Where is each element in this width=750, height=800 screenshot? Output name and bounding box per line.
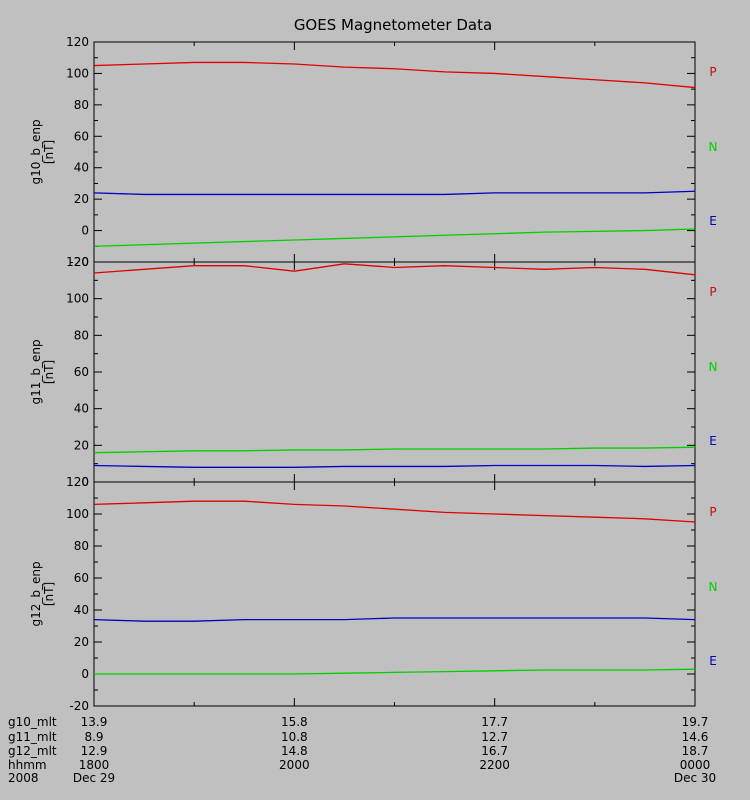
panel-1: -20 0 20 40 60 80 100 120 g10_b_enp [nT] P N E: [29, 35, 717, 269]
series-label-p: P: [709, 285, 716, 299]
y-axis-unit: [nT]: [42, 360, 56, 384]
time-axis-value: 2200: [479, 758, 510, 772]
time-axis-value: Dec 29: [73, 771, 115, 785]
y-tick-label: 120: [66, 475, 89, 489]
time-axis-row-label: hhmm: [8, 758, 47, 772]
y-tick-label: 80: [74, 328, 89, 342]
y-axis-unit: [nT]: [42, 140, 56, 164]
time-axis-value: 14.6: [682, 730, 709, 744]
y-tick-label: 60: [74, 571, 89, 585]
series-label-n: N: [709, 360, 718, 374]
time-axis-value: 0000: [680, 758, 711, 772]
y-axis-label: g11_b_enp: [29, 339, 43, 404]
y-axis-label: g10_b_enp: [29, 119, 43, 184]
time-axis-row-label: g10_mlt: [8, 715, 57, 729]
y-axis-label: g12_b_enp: [29, 561, 43, 626]
y-tick-label: 0: [81, 224, 89, 238]
time-axis-value: 17.7: [481, 715, 508, 729]
time-axis-value: 8.9: [84, 730, 103, 744]
time-axis-value: 16.7: [481, 744, 508, 758]
y-tick-label: 0: [81, 475, 89, 489]
series-line-n: [93, 228, 696, 247]
y-axis-unit: [nT]: [42, 582, 56, 606]
time-axis-value: 12.7: [481, 730, 508, 744]
series-label-p: P: [709, 505, 716, 519]
series-label-n: N: [709, 580, 718, 594]
y-tick-label: 100: [66, 66, 89, 80]
series-line-n: [94, 668, 696, 675]
y-tick-label: 120: [66, 35, 89, 49]
series-label-n: N: [709, 140, 718, 154]
y-tick-label: 20: [74, 192, 89, 206]
series-line-e: [93, 617, 696, 622]
y-tick-label: 20: [74, 635, 89, 649]
chart-title: GOES Magnetometer Data: [294, 16, 492, 34]
panel-3: -20 0 20 40 60 80 100 120 g12_b_enp [nT] P N E: [29, 475, 717, 713]
time-axis-value: 1800: [79, 758, 110, 772]
y-tick-label: -20: [69, 255, 89, 269]
time-axis-value: 2000: [279, 758, 310, 772]
time-axis-row-label: 2008: [8, 771, 39, 785]
plot-frame: [93, 41, 696, 263]
time-axis-value: 19.7: [682, 715, 709, 729]
y-tick-label: 100: [66, 507, 89, 521]
time-axis-value: 15.8: [281, 715, 308, 729]
time-axis-value: 18.7: [682, 744, 709, 758]
series-line-e: [93, 190, 696, 196]
y-tick-label: 40: [74, 402, 89, 416]
series-label-e: E: [709, 434, 717, 448]
series-line-p: [93, 263, 696, 276]
y-tick-label: 120: [66, 255, 89, 269]
y-tick-label: 80: [74, 539, 89, 553]
series-line-e: [93, 464, 696, 468]
y-tick-label: 20: [74, 438, 89, 452]
series-line-n: [93, 446, 696, 454]
y-tick-label: 100: [66, 292, 89, 306]
series-line-p: [93, 500, 696, 523]
y-tick-label: 40: [74, 603, 89, 617]
time-axis-value: 10.8: [281, 730, 308, 744]
time-axis-row-label: g11_mlt: [8, 730, 57, 744]
panel-2: 0 20 40 60 80 100 120 g11_b_enp [nT] P N E: [29, 255, 717, 489]
y-tick-label: 60: [74, 365, 89, 379]
series-label-e: E: [709, 654, 717, 668]
time-axis-value: 13.9: [81, 715, 108, 729]
y-tick-label: 60: [74, 129, 89, 143]
y-tick-label: 40: [74, 161, 89, 175]
y-tick-label: 80: [74, 98, 89, 112]
series-label-p: P: [709, 65, 716, 79]
series-label-e: E: [709, 214, 717, 228]
time-axis-value: 12.9: [81, 744, 108, 758]
y-tick-label: -20: [69, 699, 89, 713]
time-axis-row-label: g12_mlt: [8, 744, 57, 758]
series-line-p: [93, 61, 696, 89]
y-tick-label: 0: [81, 667, 89, 681]
time-axis-value: Dec 30: [674, 771, 716, 785]
time-axis-value: 14.8: [281, 744, 308, 758]
